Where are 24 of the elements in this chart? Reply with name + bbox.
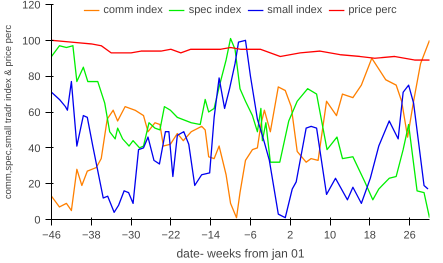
y-tick-label: 120 — [22, 0, 41, 12]
y-tick-label: 40 — [28, 142, 41, 155]
y-tick-label: 60 — [28, 107, 41, 119]
x-tick-label: 18 — [364, 230, 376, 242]
y-tick-label: 80 — [28, 71, 41, 84]
x-tick-label: 26 — [403, 230, 416, 242]
y-tick-label: 0 — [34, 214, 41, 226]
line-series — [52, 40, 430, 61]
y-axis-title: comm,spec,small tradr index & price perc — [3, 24, 14, 200]
legend-label: price perc — [348, 4, 397, 16]
x-tick-label: −22 — [162, 230, 180, 242]
x-tick-label: −30 — [122, 230, 140, 242]
x-tick-label: −6 — [244, 230, 257, 242]
x-tick-label: 2 — [287, 230, 294, 242]
legend-label: comm index — [103, 4, 163, 16]
x-tick-label: −38 — [82, 230, 101, 242]
x-tick-label: −14 — [201, 230, 220, 242]
x-tick-label: 10 — [324, 230, 336, 242]
legend-label: spec index — [188, 4, 242, 16]
legend-label: small index — [267, 4, 322, 16]
x-tick-label: −46 — [42, 230, 61, 242]
y-tick-label: 100 — [22, 35, 41, 48]
x-axis-title: date- weeks from jan 01 — [176, 246, 305, 260]
y-tick-label: 20 — [28, 178, 41, 191]
